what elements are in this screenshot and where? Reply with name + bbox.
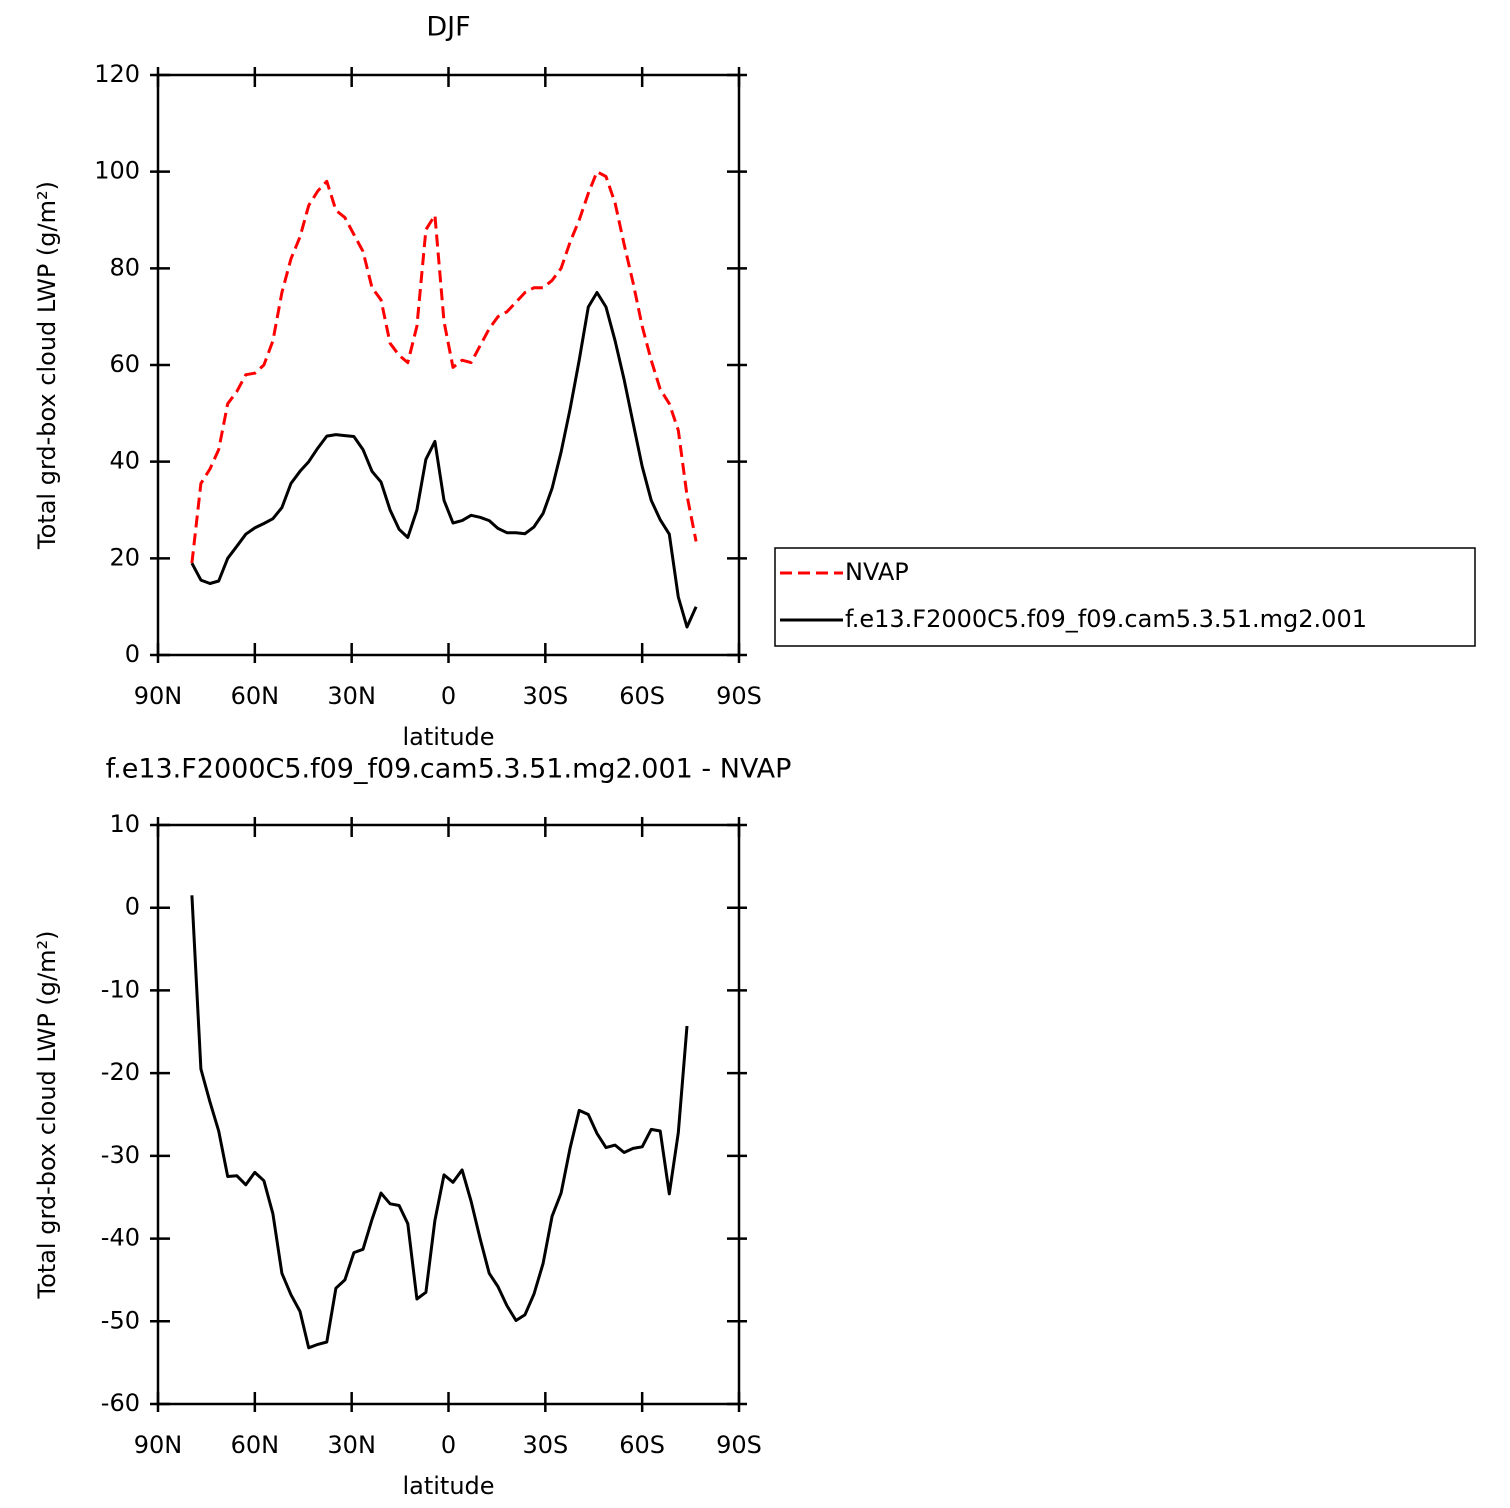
y-tick-label: -20 <box>101 1058 140 1086</box>
legend-label: f.e13.F2000C5.f09_f09.cam5.3.51.mg2.001 <box>845 605 1367 633</box>
x-tick-label: 30N <box>327 682 376 710</box>
data-line <box>190 170 698 564</box>
chart-title: f.e13.F2000C5.f09_f09.cam5.3.51.mg2.001 … <box>106 754 792 785</box>
x-tick-label: 30N <box>327 1431 376 1459</box>
y-tick-label: 100 <box>94 157 140 185</box>
x-tick-label: 90S <box>716 682 762 710</box>
y-tick-label: -40 <box>101 1224 140 1252</box>
y-tick-label: 40 <box>109 447 140 475</box>
chart-title: DJF <box>426 12 470 43</box>
x-tick-label: 90S <box>716 1431 762 1459</box>
y-tick-label: -10 <box>101 975 140 1003</box>
legend-label: NVAP <box>845 558 909 586</box>
x-tick-label: 90N <box>134 682 183 710</box>
y-axis-label: Total grd-box cloud LWP (g/m²) <box>33 181 61 550</box>
y-tick-label: 60 <box>109 350 140 378</box>
y-tick-label: 0 <box>125 640 140 668</box>
y-tick-label: 20 <box>109 543 140 571</box>
x-tick-label: 60S <box>619 682 665 710</box>
y-tick-label: 120 <box>94 60 140 88</box>
legend-box <box>774 547 1476 647</box>
x-tick-label: 0 <box>441 1431 456 1459</box>
y-tick-label: -30 <box>101 1141 140 1169</box>
y-tick-label: 0 <box>125 893 140 921</box>
y-tick-label: -60 <box>101 1389 140 1417</box>
x-tick-label: 90N <box>134 1431 183 1459</box>
x-axis-label: latitude <box>402 1472 494 1500</box>
y-axis-label: Total grd-box cloud LWP (g/m²) <box>33 931 61 1300</box>
y-tick-label: 80 <box>109 253 140 281</box>
x-tick-label: 30S <box>522 682 568 710</box>
x-tick-label: 0 <box>441 682 456 710</box>
plot-frame <box>156 823 741 1406</box>
x-tick-label: 60N <box>231 682 280 710</box>
x-axis-label: latitude <box>402 723 494 751</box>
x-tick-label: 60S <box>619 1431 665 1459</box>
data-line <box>190 895 689 1350</box>
x-tick-label: 60N <box>231 1431 280 1459</box>
y-tick-label: -50 <box>101 1306 140 1334</box>
x-tick-label: 30S <box>522 1431 568 1459</box>
y-tick-label: 10 <box>109 810 140 838</box>
data-line <box>190 291 698 629</box>
